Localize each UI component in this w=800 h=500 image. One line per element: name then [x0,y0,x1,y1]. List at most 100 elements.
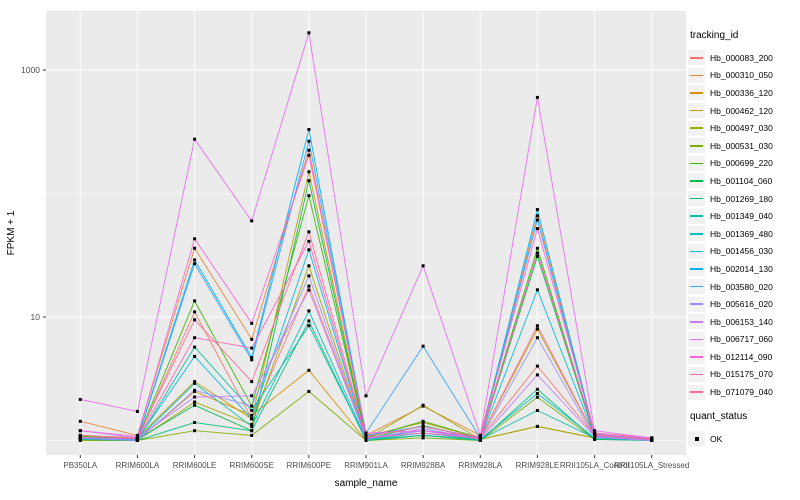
data-point [535,227,539,231]
data-point [193,421,197,424]
data-point [535,95,539,99]
data-point [535,336,539,340]
data-point [135,409,139,413]
series-color-key-icon [688,120,705,136]
x-axis-tick-label: RRIM600LE [173,461,217,470]
data-point [193,388,197,392]
series-color-key-icon [688,173,705,189]
data-point [364,431,368,435]
series-color-key-icon [688,85,705,101]
data-point [535,364,539,368]
data-point [250,356,254,359]
data-point [535,424,539,428]
data-point [421,427,425,430]
x-axis-tick-label: RRIM928BA [401,461,446,470]
data-point [421,264,425,268]
data-point [250,417,254,421]
legend-item: Hb_012114_090 [688,348,800,366]
data-point [593,429,597,433]
series-color-key-icon [688,138,705,154]
data-point [307,368,311,372]
data-point [535,214,539,218]
y-axis-tick-label: 10 [31,312,41,322]
legend-label: Hb_000531_030 [710,140,773,151]
series-color-key-icon [688,349,705,365]
legend-item: Hb_002014_130 [688,260,800,278]
legend-item: Hb_006153_140 [688,313,800,331]
legend-item: Hb_001269_180 [688,190,800,208]
legend-item: Hb_001349_040 [688,207,800,225]
data-point [307,31,311,35]
data-point [193,262,197,266]
legend-item: Hb_001104_060 [688,172,800,190]
legend-label: Hb_000083_200 [710,52,773,63]
data-point [250,337,254,341]
data-point [250,394,254,398]
data-point [535,246,539,250]
data-point [535,218,539,222]
x-axis-tick-label: RRIM600SE [229,461,273,470]
data-point [364,394,368,398]
legend-label: Hb_000497_030 [710,123,773,134]
x-axis-title: sample_name [335,478,398,489]
data-point [421,419,425,423]
data-point [193,137,197,141]
series-color-key-icon [688,191,705,207]
data-point [307,319,311,323]
legend-label: Hb_001456_030 [710,246,773,257]
series-color-key-icon [688,384,705,400]
legend-title-quant-status: quant_status [690,410,748,422]
data-point [421,431,425,435]
data-point [307,288,311,292]
series-color-key-icon [688,261,705,277]
data-point [307,284,311,288]
x-axis-tick-label: RRIM901LA [344,461,388,470]
legend-item: Hb_000336_120 [688,84,800,102]
data-point [193,299,197,303]
legend-item: Hb_000497_030 [688,119,800,137]
data-point [535,208,539,212]
data-point [250,358,254,362]
data-point [307,309,311,313]
legend-label: Hb_000336_120 [710,87,773,98]
data-point [193,400,197,404]
series-color-key-icon [688,296,705,312]
legend-label: OK [710,433,723,444]
series-color-key-icon [688,155,705,171]
data-point [250,219,254,223]
series-color-key-icon [688,103,705,119]
legend-label: Hb_001269_180 [710,193,773,204]
data-point [535,392,539,395]
data-point [307,274,311,278]
legend-label: Hb_001349_040 [710,211,773,222]
data-point [193,345,197,349]
data-point [78,433,82,437]
data-point [307,264,311,268]
data-point [307,389,311,393]
data-point [307,248,311,252]
data-point [193,318,197,322]
data-point [193,258,197,262]
legend-label: Hb_000699_220 [710,158,773,169]
data-point [421,424,425,428]
data-point [193,246,197,250]
data-point [307,239,311,243]
legend-label: Hb_006717_060 [710,334,773,345]
data-point [421,403,425,407]
data-point [193,237,197,241]
legend-item: Hb_005616_020 [688,295,800,313]
data-point [307,148,311,152]
data-point [78,435,82,439]
series-color-key-icon [688,331,705,347]
data-point [78,419,82,423]
legend-label: Hb_000462_120 [710,105,773,116]
data-point [193,395,197,399]
data-point [193,336,197,340]
data-point [250,409,254,412]
data-point [193,403,197,407]
data-point [535,409,539,412]
data-point [421,344,425,348]
legend: tracking_id Hb_000083_200 Hb_000310_050 Hb… [688,30,800,447]
